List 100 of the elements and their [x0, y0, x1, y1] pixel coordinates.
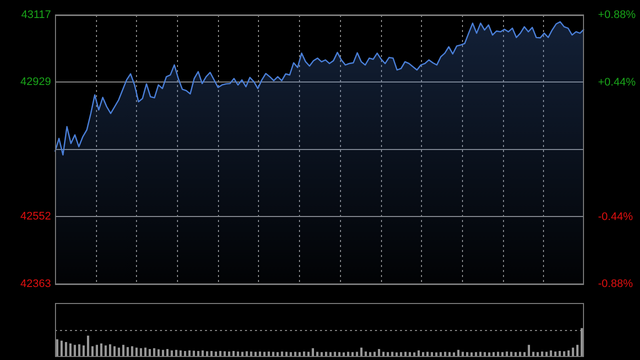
- bar: [214, 352, 218, 356]
- bar: [228, 352, 230, 356]
- bar: [563, 351, 566, 356]
- bar: [210, 350, 213, 356]
- bar: [64, 342, 68, 356]
- bar: [153, 348, 156, 356]
- bar: [197, 350, 200, 356]
- bar: [258, 352, 262, 356]
- bar: [430, 352, 434, 356]
- bar: [514, 352, 517, 356]
- bar: [484, 352, 486, 356]
- y2-tick-label: +0.88%: [598, 9, 636, 22]
- bar: [413, 352, 416, 356]
- bar: [184, 350, 186, 356]
- bar: [280, 352, 284, 356]
- bar: [192, 350, 195, 356]
- y2-tick-label: +0.44%: [598, 76, 636, 88]
- y-tick-label: 42929: [20, 76, 51, 88]
- bar: [118, 348, 120, 356]
- bar: [448, 352, 451, 356]
- bar: [488, 352, 490, 356]
- bar: [541, 352, 544, 356]
- bar: [140, 348, 142, 356]
- bar: [74, 344, 76, 356]
- bar: [400, 352, 402, 356]
- bar: [135, 348, 138, 356]
- bar: [474, 352, 478, 356]
- bar: [528, 344, 530, 356]
- bar: [558, 350, 561, 356]
- bar: [188, 350, 191, 356]
- bar: [298, 352, 301, 356]
- bar: [312, 348, 314, 356]
- bar: [408, 352, 411, 356]
- bar: [360, 348, 362, 356]
- bar: [302, 352, 306, 356]
- bar: [104, 345, 107, 356]
- y2-tick-label: -0.88%: [598, 278, 634, 290]
- bar: [86, 336, 90, 356]
- y2-tick-label: -0.44%: [598, 210, 634, 223]
- bar: [342, 352, 345, 356]
- bar: [180, 350, 182, 356]
- bar: [91, 346, 94, 356]
- bar: [466, 352, 468, 356]
- bar: [351, 352, 354, 356]
- bar: [250, 352, 252, 356]
- bar: [96, 344, 98, 356]
- bar: [567, 350, 570, 356]
- bar: [316, 352, 318, 356]
- bar: [550, 350, 552, 356]
- bar: [60, 340, 63, 356]
- y-tick-label: 43117: [21, 9, 51, 22]
- bar: [100, 343, 102, 356]
- bar: [148, 349, 151, 356]
- bar: [219, 350, 222, 356]
- bar: [506, 352, 508, 356]
- bar: [290, 352, 292, 356]
- bar: [576, 344, 578, 356]
- bar: [113, 346, 116, 356]
- bar: [56, 339, 58, 356]
- bar: [391, 352, 394, 356]
- bar: [462, 352, 464, 356]
- bar: [236, 352, 240, 356]
- bar: [175, 350, 178, 356]
- bar: [166, 349, 169, 356]
- y-tick-label: 42363: [20, 278, 51, 290]
- bar: [369, 352, 372, 356]
- bar: [536, 352, 539, 356]
- bar: [232, 350, 235, 356]
- bar: [501, 352, 504, 356]
- bar: [272, 352, 274, 356]
- bar: [246, 351, 248, 356]
- bar: [422, 352, 424, 356]
- bar: [276, 352, 279, 356]
- bar: [338, 352, 340, 356]
- bar: [532, 352, 534, 356]
- bar: [126, 347, 129, 356]
- bar: [294, 352, 296, 356]
- bar: [418, 350, 420, 356]
- bar: [572, 348, 574, 356]
- bar: [202, 350, 204, 356]
- bar: [364, 352, 367, 356]
- bar: [69, 343, 72, 356]
- bar: [170, 350, 173, 356]
- bar: [320, 352, 323, 356]
- bar: [347, 352, 350, 356]
- bar: [131, 346, 134, 356]
- bar: [122, 344, 124, 356]
- bar: [268, 352, 270, 356]
- bar: [386, 352, 389, 356]
- bar: [523, 352, 526, 356]
- y-tick-label: 42552: [20, 210, 51, 223]
- bar: [580, 328, 583, 356]
- bar: [510, 352, 512, 356]
- bar: [224, 351, 226, 356]
- bar: [329, 352, 332, 356]
- bar: [82, 345, 85, 356]
- bar: [492, 352, 495, 356]
- bar: [435, 352, 438, 356]
- bar: [78, 344, 80, 356]
- bar: [378, 349, 380, 356]
